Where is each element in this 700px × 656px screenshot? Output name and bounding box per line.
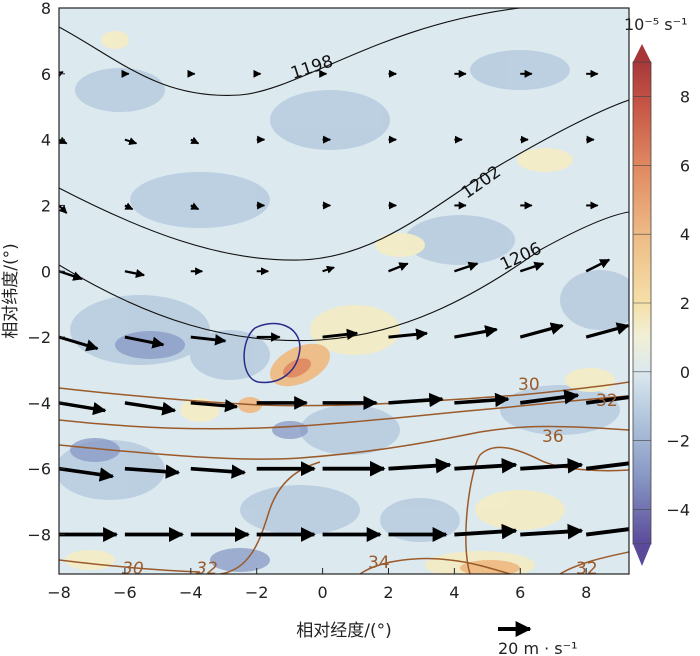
wind-vector (388, 457, 452, 474)
wind-vector (454, 392, 510, 408)
wind-vector (454, 325, 498, 339)
wind-vector (519, 322, 564, 339)
colorbar-tick-label: 4 (680, 225, 690, 244)
wind-vector (190, 136, 200, 145)
wind-reference: 20 m · s⁻¹ (498, 621, 577, 656)
height-contour-1206 (59, 211, 629, 342)
colorbar-tick-label: 8 (680, 87, 690, 106)
contour-label: 32 (596, 391, 618, 411)
wind-vector (388, 392, 444, 408)
colorbar-tick-label: 6 (680, 156, 690, 175)
wind-vector (59, 401, 107, 416)
wind-vector (124, 401, 177, 416)
wind-vector (585, 258, 611, 273)
colorbar-tick-label: −2 (666, 432, 690, 451)
wind-vector (454, 457, 518, 474)
wind-vector (585, 527, 629, 537)
colorbar-unit: 10⁻⁵ s⁻¹ (624, 15, 688, 34)
height-contour-1202 (59, 99, 629, 261)
wind-vector (585, 461, 629, 471)
contour-label: 34 (368, 553, 390, 573)
colorbar-tick-label: 2 (680, 294, 690, 313)
wind-vector (190, 464, 246, 479)
x-axis-label: 相对经度/(°) (296, 621, 392, 641)
height-contours (59, 8, 629, 342)
y-axis: 8 6 4 2 0 −2 −4 −6 −8 (27, 0, 65, 545)
x-tick-label: 2 (383, 583, 393, 602)
y-tick-label: 4 (41, 131, 51, 150)
y-tick-label: 2 (41, 196, 51, 215)
wind-vector (124, 137, 138, 145)
wind-vector (519, 261, 545, 273)
wind-vector (190, 399, 239, 413)
wind-vector (388, 328, 429, 341)
height-contour-1198 (59, 8, 521, 96)
wind-vector (59, 204, 68, 214)
wind-vector (585, 322, 629, 339)
wind-vector (124, 464, 181, 479)
contour-label: 36 (542, 427, 564, 447)
x-tick-label: 6 (515, 583, 525, 602)
x-axis: −8 −6 −4 −2 0 2 4 6 8 (47, 568, 591, 602)
circle-contour (243, 322, 301, 384)
wind-vector (124, 335, 165, 349)
plot-frame (58, 7, 630, 575)
y-tick-label: 8 (41, 0, 51, 18)
wind-vector (59, 335, 99, 352)
wind-vector (453, 261, 479, 273)
wind-vector (59, 466, 115, 482)
y-tick-label: −4 (27, 394, 51, 413)
y-tick-label: 0 (41, 262, 51, 281)
contour-label: 32 (576, 559, 598, 579)
wind-vector (322, 265, 335, 274)
x-tick-label: −8 (47, 583, 71, 602)
y-tick-label: 6 (41, 65, 51, 84)
x-tick-label: −6 (113, 583, 137, 602)
wind-vectors (59, 69, 629, 543)
wind-vector (59, 270, 83, 281)
wind-vector (520, 457, 584, 474)
colorbar-tick-label: 0 (680, 363, 690, 382)
wind-vector (454, 523, 518, 540)
y-tick-label: −8 (27, 526, 51, 545)
wind-vector (322, 328, 359, 341)
colorbar-tick-label: −4 (666, 501, 690, 520)
contour-label: 30 (518, 375, 540, 395)
wind-vector (585, 395, 629, 405)
x-tick-label: −2 (245, 583, 269, 602)
y-tick-label: −2 (27, 328, 51, 347)
wind-reference-label: 20 m · s⁻¹ (498, 639, 577, 656)
wind-vector (190, 202, 200, 211)
wind-vector (59, 136, 68, 145)
y-axis-label: 相对纬度/(°) (1, 243, 21, 339)
x-tick-label: 8 (581, 583, 591, 602)
wind-vector (190, 334, 227, 346)
contour-label: 32 (196, 559, 218, 579)
colorbar: 8 6 4 2 0 −2 −4 10⁻⁵ s⁻¹ (624, 15, 690, 566)
x-tick-label: 4 (449, 583, 459, 602)
wind-vector (388, 262, 409, 273)
wind-vector (520, 523, 584, 540)
wind-vector (124, 202, 134, 211)
shaded-field (59, 8, 629, 574)
x-tick-label: 0 (317, 583, 327, 602)
y-tick-label: −6 (27, 460, 51, 479)
x-tick-label: −4 (179, 583, 203, 602)
wind-vector (520, 389, 580, 405)
wind-vector (124, 269, 145, 278)
